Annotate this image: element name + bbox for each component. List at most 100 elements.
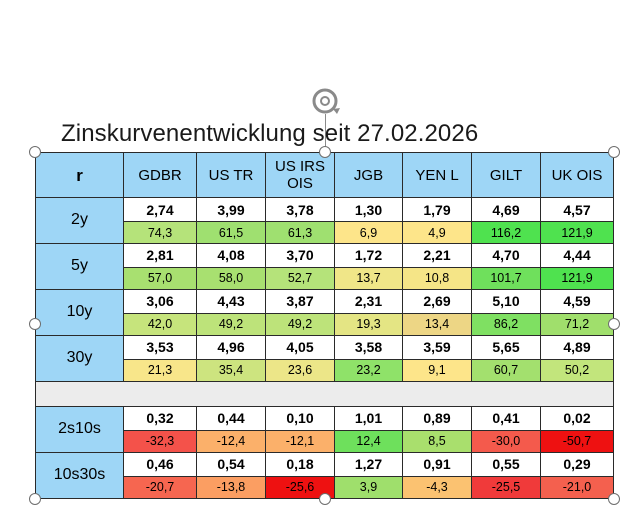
change-row-10y: 42,0 49,2 49,2 19,3 13,4 86,2 71,2 bbox=[36, 312, 614, 336]
change-cell-yen-l: 9,1 bbox=[402, 358, 472, 382]
table-title: Zinskurvenentwicklung seit 27.02.2026 bbox=[61, 120, 479, 147]
column-header-gdbr: GDBR bbox=[123, 152, 197, 198]
value-cell-gilt: 0,55 bbox=[471, 451, 541, 477]
change-row-30y: 21,3 35,4 23,6 23,2 9,1 60,7 50,2 bbox=[36, 358, 614, 382]
change-cell-jgb: 13,7 bbox=[334, 267, 403, 290]
row-label-5y: 5y bbox=[35, 242, 124, 290]
value-cell-us-irs-ois: 4,05 bbox=[265, 334, 335, 360]
value-cell-gdbr: 3,53 bbox=[123, 334, 197, 360]
value-cell-us-irs-ois: 3,78 bbox=[265, 196, 335, 223]
value-cell-us-tr: 3,99 bbox=[196, 196, 266, 223]
row-label-10y: 10y bbox=[35, 288, 124, 336]
column-header-jgb: JGB bbox=[334, 152, 403, 198]
change-cell-us-irs-ois: 52,7 bbox=[265, 267, 335, 290]
change-cell-us-tr: 49,2 bbox=[196, 312, 266, 336]
value-row-10y: 10y 3,06 4,43 3,87 2,31 2,69 5,10 4,59 bbox=[35, 288, 614, 336]
row-label-30y: 30y bbox=[35, 334, 124, 382]
change-cell-jgb: 23,2 bbox=[334, 358, 403, 382]
change-cell-gdbr: -32,3 bbox=[123, 429, 197, 453]
change-cell-jgb: 6,9 bbox=[334, 221, 403, 244]
resize-handle-top-left[interactable] bbox=[29, 146, 41, 158]
change-cell-gdbr: 74,3 bbox=[123, 221, 197, 244]
value-cell-us-irs-ois: 3,70 bbox=[265, 242, 335, 269]
value-cell-us-tr: 4,43 bbox=[196, 288, 266, 314]
value-cell-jgb: 1,72 bbox=[334, 242, 403, 269]
value-cell-jgb: 1,30 bbox=[334, 196, 403, 223]
change-cell-jgb: 19,3 bbox=[334, 312, 403, 336]
change-cell-us-irs-ois: -25,6 bbox=[265, 475, 335, 500]
row-label-2s10s: 2s10s bbox=[35, 405, 124, 453]
change-cell-uk-ois: -50,7 bbox=[540, 429, 614, 453]
yield-curve-table: r GDBR US TR US IRS OIS JGB YEN L GILT U… bbox=[35, 152, 614, 500]
value-cell-jgb: 1,27 bbox=[334, 451, 403, 477]
value-cell-us-irs-ois: 0,10 bbox=[265, 405, 335, 431]
resize-handle-middle-right[interactable] bbox=[608, 318, 620, 330]
value-cell-gdbr: 2,81 bbox=[123, 242, 197, 269]
value-row-30y: 30y 3,53 4,96 4,05 3,58 3,59 5,65 4,89 bbox=[35, 334, 614, 382]
change-cell-us-irs-ois: 23,6 bbox=[265, 358, 335, 382]
change-cell-us-tr: -12,4 bbox=[196, 429, 266, 453]
row-label-10s30s: 10s30s bbox=[35, 451, 124, 500]
change-cell-jgb: 3,9 bbox=[334, 475, 403, 500]
rotate-connector-line bbox=[325, 114, 326, 156]
resize-handle-middle-left[interactable] bbox=[29, 318, 41, 330]
column-header-gilt: GILT bbox=[471, 152, 541, 198]
change-cell-us-tr: 61,5 bbox=[196, 221, 266, 244]
value-cell-yen-l: 2,21 bbox=[402, 242, 472, 269]
row-label-2y: 2y bbox=[35, 197, 124, 244]
value-cell-yen-l: 0,89 bbox=[402, 405, 472, 431]
header-row: r GDBR US TR US IRS OIS JGB YEN L GILT U… bbox=[35, 152, 614, 198]
value-cell-yen-l: 3,59 bbox=[402, 334, 472, 360]
corner-header: r bbox=[35, 152, 124, 198]
change-cell-us-tr: -13,8 bbox=[196, 475, 266, 500]
value-cell-gdbr: 3,06 bbox=[123, 288, 197, 314]
change-cell-yen-l: 13,4 bbox=[402, 312, 472, 336]
rotate-handle-icon[interactable] bbox=[309, 86, 343, 116]
value-cell-jgb: 1,01 bbox=[334, 405, 403, 431]
value-cell-yen-l: 1,79 bbox=[402, 196, 472, 223]
value-cell-uk-ois: 4,44 bbox=[540, 242, 614, 269]
value-cell-gilt: 5,10 bbox=[471, 288, 541, 314]
resize-handle-top-right[interactable] bbox=[608, 146, 620, 158]
value-cell-gilt: 4,69 bbox=[471, 196, 541, 223]
change-cell-yen-l: 4,9 bbox=[402, 221, 472, 244]
value-cell-gdbr: 2,74 bbox=[123, 196, 197, 223]
value-cell-us-irs-ois: 3,87 bbox=[265, 288, 335, 314]
separator-row bbox=[35, 380, 614, 407]
value-cell-us-tr: 0,54 bbox=[196, 451, 266, 477]
resize-handle-bottom-left[interactable] bbox=[29, 493, 41, 505]
change-cell-gdbr: 57,0 bbox=[123, 267, 197, 290]
change-cell-us-tr: 35,4 bbox=[196, 358, 266, 382]
value-cell-us-tr: 4,08 bbox=[196, 242, 266, 269]
value-cell-yen-l: 2,69 bbox=[402, 288, 472, 314]
resize-handle-bottom-right[interactable] bbox=[608, 493, 620, 505]
value-cell-uk-ois: 0,29 bbox=[540, 451, 614, 477]
value-cell-uk-ois: 4,59 bbox=[540, 288, 614, 314]
value-cell-yen-l: 0,91 bbox=[402, 451, 472, 477]
change-cell-gilt: 60,7 bbox=[471, 358, 541, 382]
value-cell-us-tr: 4,96 bbox=[196, 334, 266, 360]
resize-handle-bottom-center[interactable] bbox=[319, 493, 331, 505]
value-cell-uk-ois: 4,57 bbox=[540, 196, 614, 223]
separator-cell bbox=[35, 380, 614, 407]
change-cell-us-irs-ois: 61,3 bbox=[265, 221, 335, 244]
change-cell-gilt: 86,2 bbox=[471, 312, 541, 336]
change-cell-uk-ois: 121,9 bbox=[540, 221, 614, 244]
change-cell-gilt: 116,2 bbox=[471, 221, 541, 244]
change-cell-gdbr: 42,0 bbox=[123, 312, 197, 336]
value-row-5y: 5y 2,81 4,08 3,70 1,72 2,21 4,70 4,44 bbox=[35, 242, 614, 290]
change-row-5y: 57,0 58,0 52,7 13,7 10,8 101,7 121,9 bbox=[36, 267, 614, 290]
change-cell-gilt: -30,0 bbox=[471, 429, 541, 453]
change-row-2s10s: -32,3 -12,4 -12,1 12,4 8,5 -30,0 -50,7 bbox=[36, 429, 614, 453]
change-cell-us-irs-ois: 49,2 bbox=[265, 312, 335, 336]
resize-handle-top-center[interactable] bbox=[319, 146, 331, 158]
change-cell-us-tr: 58,0 bbox=[196, 267, 266, 290]
change-cell-gdbr: -20,7 bbox=[123, 475, 197, 500]
column-header-uk-ois: UK OIS bbox=[540, 152, 614, 198]
value-cell-us-irs-ois: 0,18 bbox=[265, 451, 335, 477]
change-cell-uk-ois: -21,0 bbox=[540, 475, 614, 500]
column-header-us-irs-ois: US IRS OIS bbox=[265, 152, 335, 198]
value-cell-gilt: 0,41 bbox=[471, 405, 541, 431]
value-row-10s30s: 10s30s 0,46 0,54 0,18 1,27 0,91 0,55 0,29 bbox=[35, 451, 614, 500]
value-cell-jgb: 2,31 bbox=[334, 288, 403, 314]
